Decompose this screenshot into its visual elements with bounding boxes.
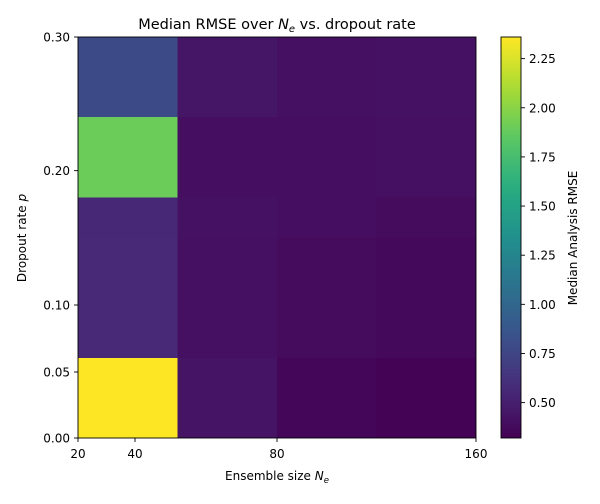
heatmap-cell xyxy=(177,117,277,198)
y-tick-label: 0.10 xyxy=(43,299,70,313)
y-tick-label: 0.05 xyxy=(43,366,70,380)
colorbar-tick-label: 1.00 xyxy=(529,298,556,312)
x-tick-label: 20 xyxy=(70,447,85,461)
x-axis-label: Ensemble size Ne xyxy=(225,469,329,486)
x-tick-label: 160 xyxy=(465,447,488,461)
y-axis-label: Dropout rate p xyxy=(15,194,29,283)
heatmap-cell xyxy=(78,237,178,358)
chart-title: Median RMSE over Ne vs. dropout rate xyxy=(138,17,416,35)
x-tick-label: 80 xyxy=(269,447,284,461)
y-tick-label: 0.00 xyxy=(43,432,70,446)
heatmap-cell xyxy=(376,117,476,198)
heatmap-cell xyxy=(78,357,178,438)
heatmap-cell xyxy=(376,37,476,118)
heatmap-cell xyxy=(277,117,377,198)
colorbar-tick-label: 1.75 xyxy=(529,150,556,164)
colorbar-tick-label: 1.50 xyxy=(529,200,556,214)
heatmap-cell xyxy=(78,197,178,238)
heatmap-cell xyxy=(277,197,377,238)
colorbar-tick-label: 0.75 xyxy=(529,347,556,361)
heatmap-cell xyxy=(177,357,277,438)
heatmap-cells xyxy=(78,37,476,438)
heatmap-cell xyxy=(376,197,476,238)
y-axis: 0.00 0.05 0.10 0.20 0.30 xyxy=(43,31,78,446)
x-tick-label: 40 xyxy=(127,447,142,461)
colorbar-label: Median Analysis RMSE xyxy=(566,171,580,306)
heatmap-cell xyxy=(78,117,178,198)
y-tick-label: 0.30 xyxy=(43,31,70,45)
heatmap-cell xyxy=(78,37,178,118)
heatmap-cell xyxy=(277,237,377,358)
colorbar-tick-label: 0.50 xyxy=(529,396,556,410)
heatmap-cell xyxy=(277,357,377,438)
x-axis: 20 40 80 160 xyxy=(70,438,487,461)
colorbar-ticks: 0.50 0.75 1.00 1.25 1.50 1.75 2.00 2.25 xyxy=(521,52,556,410)
y-tick-label: 0.20 xyxy=(43,164,70,178)
colorbar-tick-label: 1.25 xyxy=(529,249,556,263)
colorbar-tick-label: 2.00 xyxy=(529,101,556,115)
heatmap-cell xyxy=(376,237,476,358)
heatmap-cell xyxy=(177,197,277,238)
heatmap-cell xyxy=(177,237,277,358)
colorbar-tick-label: 2.25 xyxy=(529,52,556,66)
heatmap-cell xyxy=(177,37,277,118)
heatmap-cell xyxy=(376,357,476,438)
colorbar xyxy=(500,36,522,439)
heatmap-cell xyxy=(277,37,377,118)
